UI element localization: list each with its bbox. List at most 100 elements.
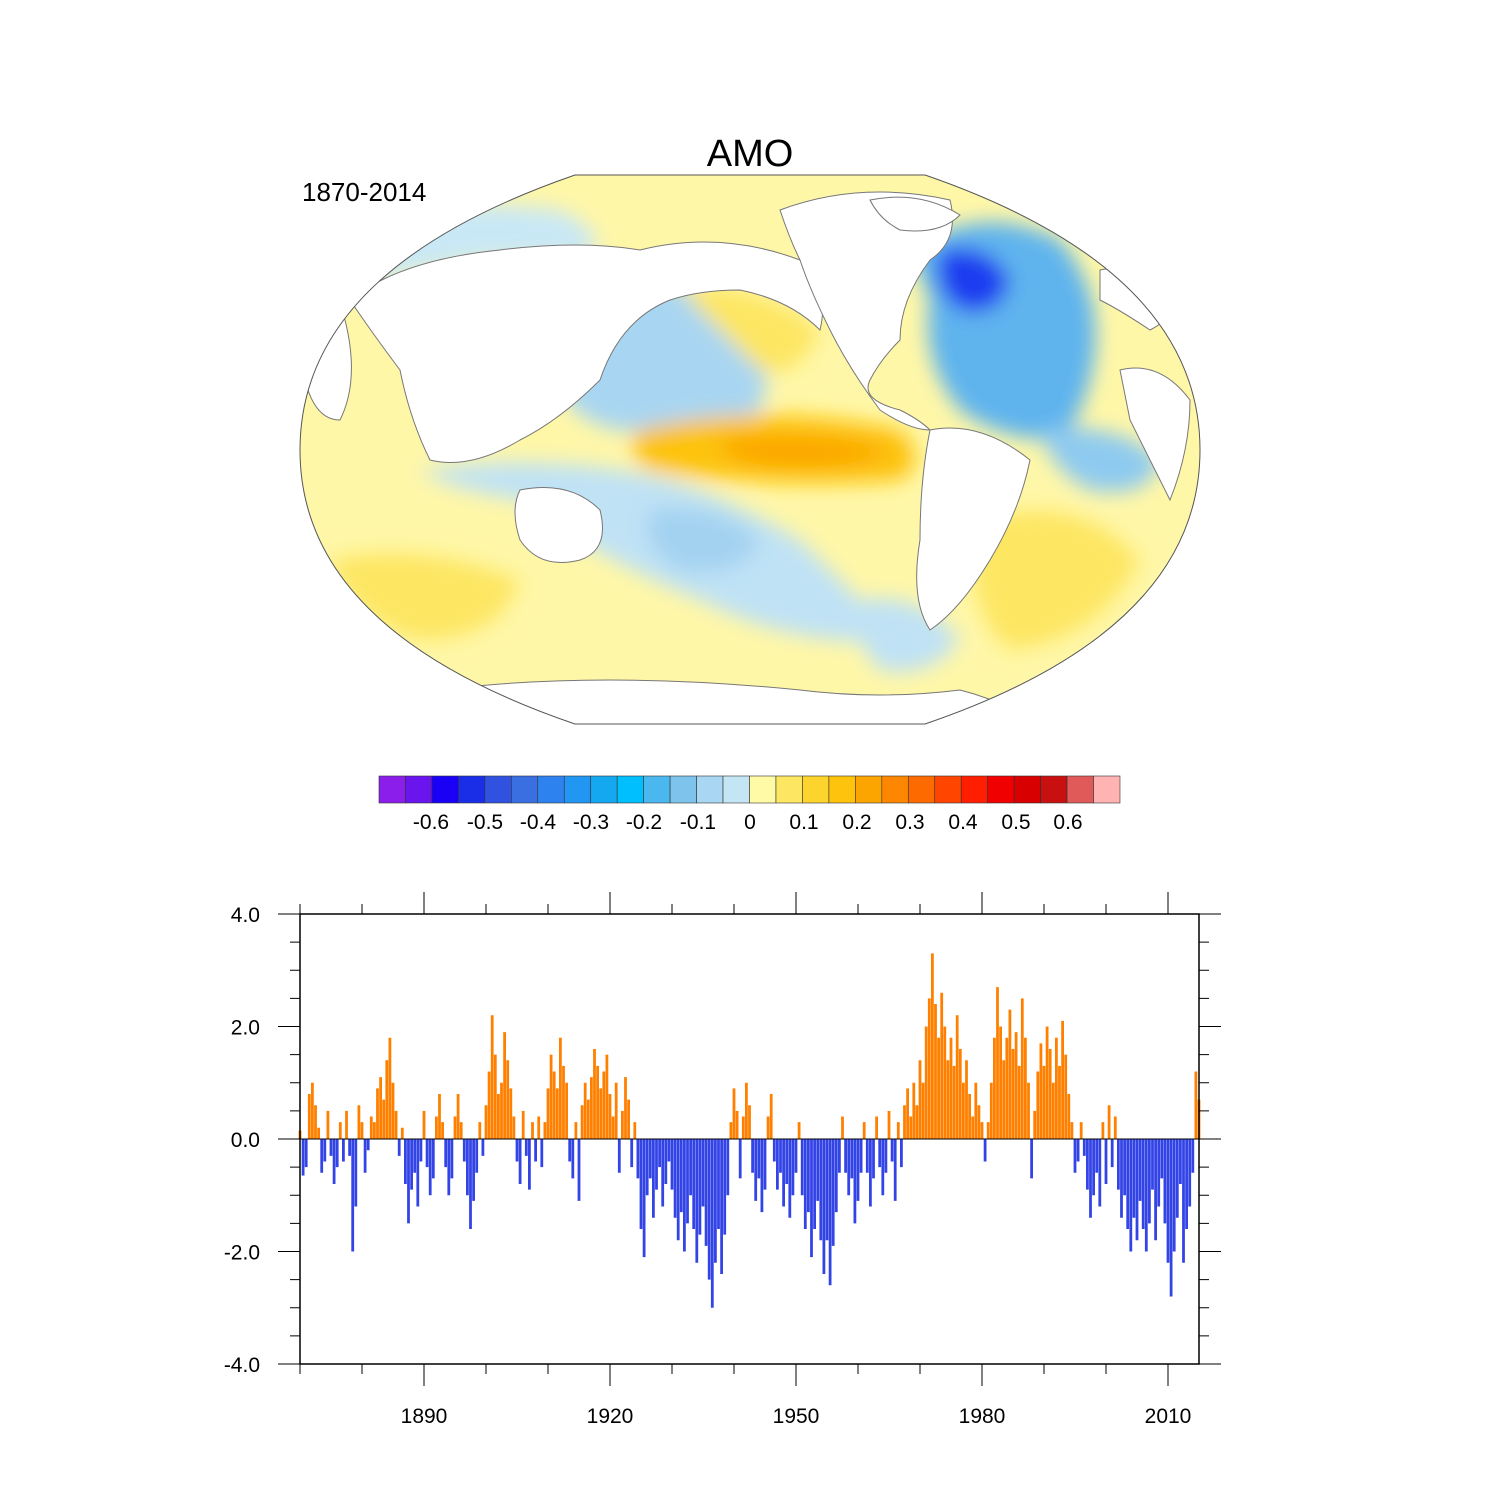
- eurasia: [349, 241, 823, 463]
- tropical-atlantic-cool: [1040, 428, 1160, 492]
- bar: [1138, 1139, 1142, 1201]
- bar: [986, 1122, 990, 1139]
- bar: [794, 1139, 798, 1173]
- colorbar-swatch: [802, 775, 830, 804]
- equatorial-pacific-warm-core: [720, 436, 890, 466]
- bar: [1082, 1139, 1086, 1156]
- bar: [509, 1088, 513, 1139]
- bar: [351, 1139, 355, 1252]
- bar: [1144, 1139, 1148, 1252]
- bar: [838, 1139, 841, 1173]
- bar: [921, 1082, 925, 1139]
- bar: [1169, 1139, 1173, 1297]
- bar: [1048, 1049, 1052, 1139]
- bar: [679, 1139, 683, 1213]
- colorbar-label: -0.3: [573, 811, 609, 834]
- bar: [918, 1060, 922, 1139]
- bar: [859, 1139, 863, 1173]
- colorbar-swatch: [881, 775, 909, 804]
- bar: [314, 1105, 317, 1139]
- bar: [481, 1139, 485, 1156]
- bar: [540, 1139, 544, 1168]
- bar: [738, 1139, 742, 1179]
- bar: [571, 1139, 575, 1179]
- bar: [438, 1094, 441, 1139]
- y-tick-labels: 4.0 2.0 0.0 -2.0 -4.0: [224, 904, 260, 1377]
- colorbar-swatch: [405, 775, 433, 804]
- bar: [366, 1139, 370, 1151]
- bar: [354, 1139, 358, 1207]
- bar: [1166, 1139, 1170, 1263]
- bar: [323, 1139, 327, 1162]
- bar: [822, 1139, 826, 1274]
- bar: [487, 1071, 491, 1139]
- bar: [407, 1139, 410, 1224]
- bar: [602, 1071, 606, 1139]
- bar: [903, 1105, 906, 1139]
- colorbar-label: 0.3: [895, 811, 924, 834]
- bar: [912, 1082, 916, 1139]
- bar: [955, 1015, 959, 1139]
- bar: [1086, 1139, 1089, 1190]
- bar: [862, 1122, 866, 1139]
- bar: [611, 1116, 615, 1139]
- y-tick-label: -2.0: [224, 1242, 260, 1265]
- bar: [590, 1077, 593, 1139]
- bar: [1175, 1139, 1179, 1218]
- bar: [345, 1110, 348, 1139]
- axis-ticks: [278, 892, 1221, 1386]
- colorbar-swatch: [458, 775, 486, 804]
- bar: [385, 1060, 389, 1139]
- bar: [890, 1139, 894, 1162]
- bar: [577, 1139, 581, 1201]
- bar: [1030, 1139, 1033, 1179]
- bar: [459, 1122, 463, 1139]
- bar: [311, 1082, 314, 1139]
- bar: [373, 1122, 376, 1139]
- bar: [989, 1082, 993, 1139]
- bar: [958, 1049, 962, 1139]
- bar: [639, 1139, 643, 1229]
- bar: [394, 1110, 398, 1139]
- bar: [760, 1139, 764, 1213]
- bar: [1117, 1139, 1120, 1190]
- bar: [924, 1026, 928, 1139]
- africa-west-edge: [1119, 367, 1191, 502]
- bar: [732, 1088, 736, 1139]
- bar: [388, 1037, 392, 1139]
- bar: [931, 953, 934, 1139]
- bar: [376, 1088, 379, 1139]
- bar: [1002, 1060, 1006, 1139]
- bar: [419, 1139, 423, 1162]
- colorbar-label: -0.6: [413, 811, 449, 834]
- colorbar-swatch: [378, 775, 406, 804]
- bar: [521, 1110, 525, 1139]
- bar: [450, 1139, 454, 1179]
- bar: [524, 1139, 528, 1156]
- bar: [630, 1139, 634, 1168]
- bar: [1092, 1139, 1095, 1196]
- bar: [850, 1139, 854, 1179]
- bar: [785, 1139, 789, 1184]
- bar: [1160, 1139, 1164, 1179]
- bar: [971, 1116, 975, 1139]
- land: [304, 191, 1191, 724]
- bar: [636, 1139, 640, 1179]
- bar: [1039, 1043, 1043, 1139]
- bar: [993, 1037, 996, 1139]
- bar: [707, 1139, 711, 1280]
- bar: [528, 1139, 531, 1190]
- northeast-pacific-warm: [680, 288, 820, 372]
- bar: [379, 1077, 382, 1139]
- bar: [1076, 1139, 1080, 1162]
- bar: [431, 1139, 435, 1179]
- colorbar-swatch: [511, 775, 539, 804]
- bar: [447, 1139, 451, 1196]
- bar: [466, 1139, 469, 1196]
- australia: [514, 487, 603, 563]
- bar: [999, 1026, 1002, 1139]
- bar: [555, 1088, 559, 1139]
- bar: [729, 1122, 733, 1139]
- bar: [735, 1110, 739, 1139]
- bar: [741, 1116, 745, 1139]
